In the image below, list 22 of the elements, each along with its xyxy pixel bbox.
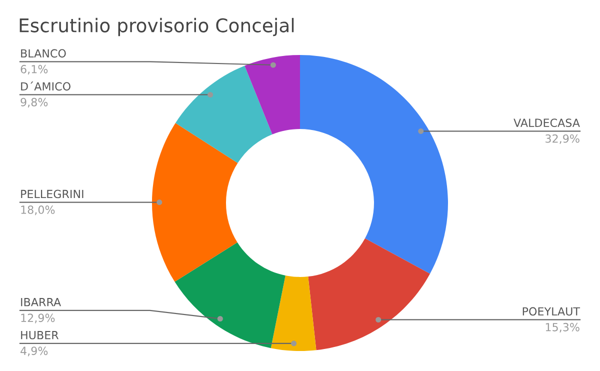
data-label: 15,3%: [546, 322, 580, 332]
slice-label: IBARRA: [21, 298, 62, 306]
slice-label: BLANCO: [21, 49, 66, 58]
data-label: 9,8%: [20, 98, 48, 108]
donut-slice: [175, 66, 272, 164]
data-label: 12,9%: [21, 314, 55, 324]
slice-label: HUBER: [21, 331, 59, 340]
donut-slice: [244, 55, 300, 134]
donut-slice: [152, 123, 238, 282]
donut-slice: [174, 242, 286, 348]
chart-title: Escrutinio provisorio Concejal: [20, 18, 294, 36]
slice-label: POEYLAUT: [522, 307, 580, 316]
data-label: 18,0%: [21, 206, 55, 216]
data-label: 6,1%: [20, 64, 48, 74]
donut-slice: [270, 276, 316, 351]
data-label: 32,9%: [546, 134, 580, 144]
donut-slice: [308, 238, 430, 350]
data-label: 4,9%: [20, 346, 48, 356]
slice-label: VALDECASA: [514, 118, 580, 128]
donut-slice: [300, 55, 448, 274]
slice-label: PELLEGRINI: [21, 190, 84, 198]
slice-label: D´AMICO: [21, 82, 70, 91]
